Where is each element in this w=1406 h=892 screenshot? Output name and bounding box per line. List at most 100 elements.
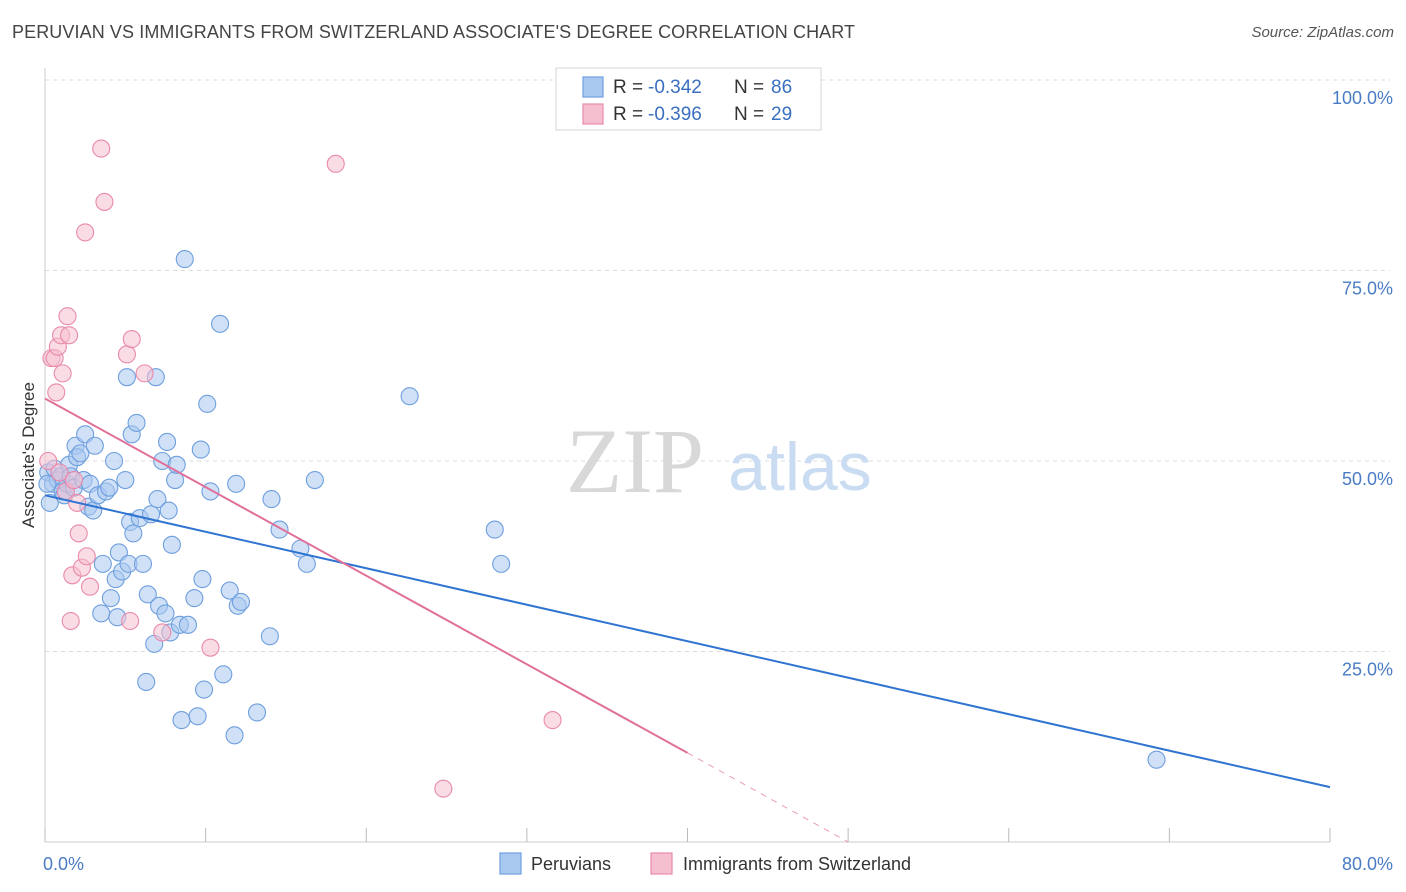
peruvian-point — [93, 554, 112, 573]
swiss-point — [77, 547, 96, 566]
peruvian-point — [193, 570, 212, 589]
watermark-zip: ZIP — [566, 410, 704, 512]
legend-n-label-swiss: N = — [734, 104, 764, 125]
peruvian-point — [178, 615, 198, 634]
swiss-point — [122, 330, 141, 349]
legend-r-value-peruvians: -0.342 — [648, 77, 702, 98]
peruvian-point — [262, 490, 281, 509]
peruvian-trend-line — [44, 494, 1331, 789]
watermark-atlas: atlas — [728, 429, 872, 505]
bottom-legend-peruvians: Peruvians — [531, 854, 611, 874]
peruvian-point — [92, 604, 111, 623]
peruvian-point — [124, 524, 143, 543]
y-tick-label: 75.0% — [1342, 279, 1393, 299]
peruvian-point — [85, 436, 104, 455]
swiss-point — [117, 345, 136, 364]
x-tick-label: 80.0% — [1342, 854, 1393, 874]
peruvian-point — [485, 520, 504, 539]
legend-swatch-swiss — [582, 103, 604, 125]
legend-n-label-peruvians: N = — [734, 77, 764, 98]
peruvian-point — [156, 604, 175, 623]
legend-n-value-swiss: 29 — [771, 104, 792, 125]
swiss-point — [61, 611, 80, 631]
legend-swatch-peruvians — [582, 76, 604, 98]
peruvian-point — [194, 680, 214, 699]
swiss-trend-extension — [687, 752, 849, 843]
chart-title: PERUVIAN VS IMMIGRANTS FROM SWITZERLAND … — [12, 22, 856, 42]
peruvian-point — [117, 368, 136, 387]
swiss-point — [121, 611, 140, 631]
peruvian-point — [247, 703, 267, 722]
peruvian-point — [40, 493, 59, 512]
y-axis-title: Associate's Degree — [19, 382, 38, 528]
legend-r-label-swiss: R = — [613, 104, 643, 125]
swiss-point — [80, 577, 100, 596]
y-tick-label: 50.0% — [1342, 469, 1393, 489]
peruvian-point — [188, 707, 207, 726]
watermark: ZIP atlas — [566, 410, 872, 512]
swiss-point — [76, 223, 95, 242]
peruvian-point — [400, 387, 419, 406]
swiss-point — [326, 154, 345, 173]
peruvian-point — [225, 726, 244, 745]
peruvian-point — [38, 474, 57, 493]
swiss-point — [50, 463, 69, 482]
peruvian-point — [227, 474, 246, 493]
peruvian-point — [305, 470, 324, 490]
swiss-point — [201, 638, 220, 657]
swiss-point — [69, 524, 88, 543]
peruvian-point — [297, 554, 316, 573]
swiss-point — [92, 139, 111, 158]
peruvian-point — [172, 711, 191, 730]
peruvian-point — [105, 451, 124, 471]
peruvian-point — [100, 478, 119, 497]
peruvian-point — [116, 470, 135, 490]
peruvian-point — [71, 444, 90, 463]
peruvian-point — [158, 432, 177, 452]
swiss-point — [153, 623, 172, 642]
peruvian-point — [220, 581, 239, 600]
peruvian-point — [492, 554, 511, 573]
peruvian-point — [185, 589, 204, 608]
y-tick-label: 25.0% — [1342, 660, 1393, 680]
trend-lines — [44, 397, 1331, 843]
grid-lines — [45, 79, 1390, 652]
swiss-point — [47, 383, 66, 402]
bottom-legend-swatch-swiss — [650, 852, 673, 875]
chart-source: Source: ZipAtlas.com — [1251, 24, 1394, 41]
swiss-point — [434, 779, 453, 798]
swiss-point — [60, 326, 79, 345]
peruvian-point — [101, 589, 120, 608]
peruvian-point — [175, 250, 194, 269]
bottom-legend: Peruvians Immigrants from Switzerland — [499, 852, 911, 875]
legend-r-label-peruvians: R = — [613, 77, 643, 98]
y-tick-label: 100.0% — [1332, 88, 1393, 108]
legend-r-value-swiss: -0.396 — [648, 104, 702, 125]
swiss-point — [39, 451, 58, 471]
peruvian-point — [198, 394, 217, 413]
peruvian-point — [260, 627, 279, 646]
bottom-legend-swiss: Immigrants from Switzerland — [683, 854, 911, 874]
peruvian-point — [211, 314, 230, 333]
peruvian-point — [159, 501, 178, 520]
x-tick-label: 0.0% — [43, 854, 84, 874]
peruvian-point — [191, 440, 210, 459]
peruvian-point — [231, 592, 251, 612]
peruvian-point — [133, 554, 153, 573]
peruvian-point — [137, 672, 156, 692]
swiss-point — [58, 307, 77, 326]
peruvian-point — [1147, 750, 1166, 769]
bottom-legend-swatch-peruvians — [499, 852, 522, 875]
swiss-point — [53, 364, 72, 383]
swiss-point — [543, 711, 562, 730]
data-points — [38, 139, 1166, 798]
swiss-point — [64, 470, 83, 490]
peruvian-point — [127, 413, 146, 432]
tick-labels: 25.0% 50.0% 75.0% 100.0% 0.0% 80.0% — [43, 88, 1393, 874]
peruvian-point — [148, 490, 167, 509]
swiss-point — [95, 192, 114, 211]
top-legend: R = -0.342 N = 86 R = -0.396 N = 29 — [555, 67, 822, 131]
swiss-trend-line — [44, 397, 688, 754]
swiss-point — [135, 364, 154, 383]
legend-n-value-peruvians: 86 — [771, 77, 792, 98]
